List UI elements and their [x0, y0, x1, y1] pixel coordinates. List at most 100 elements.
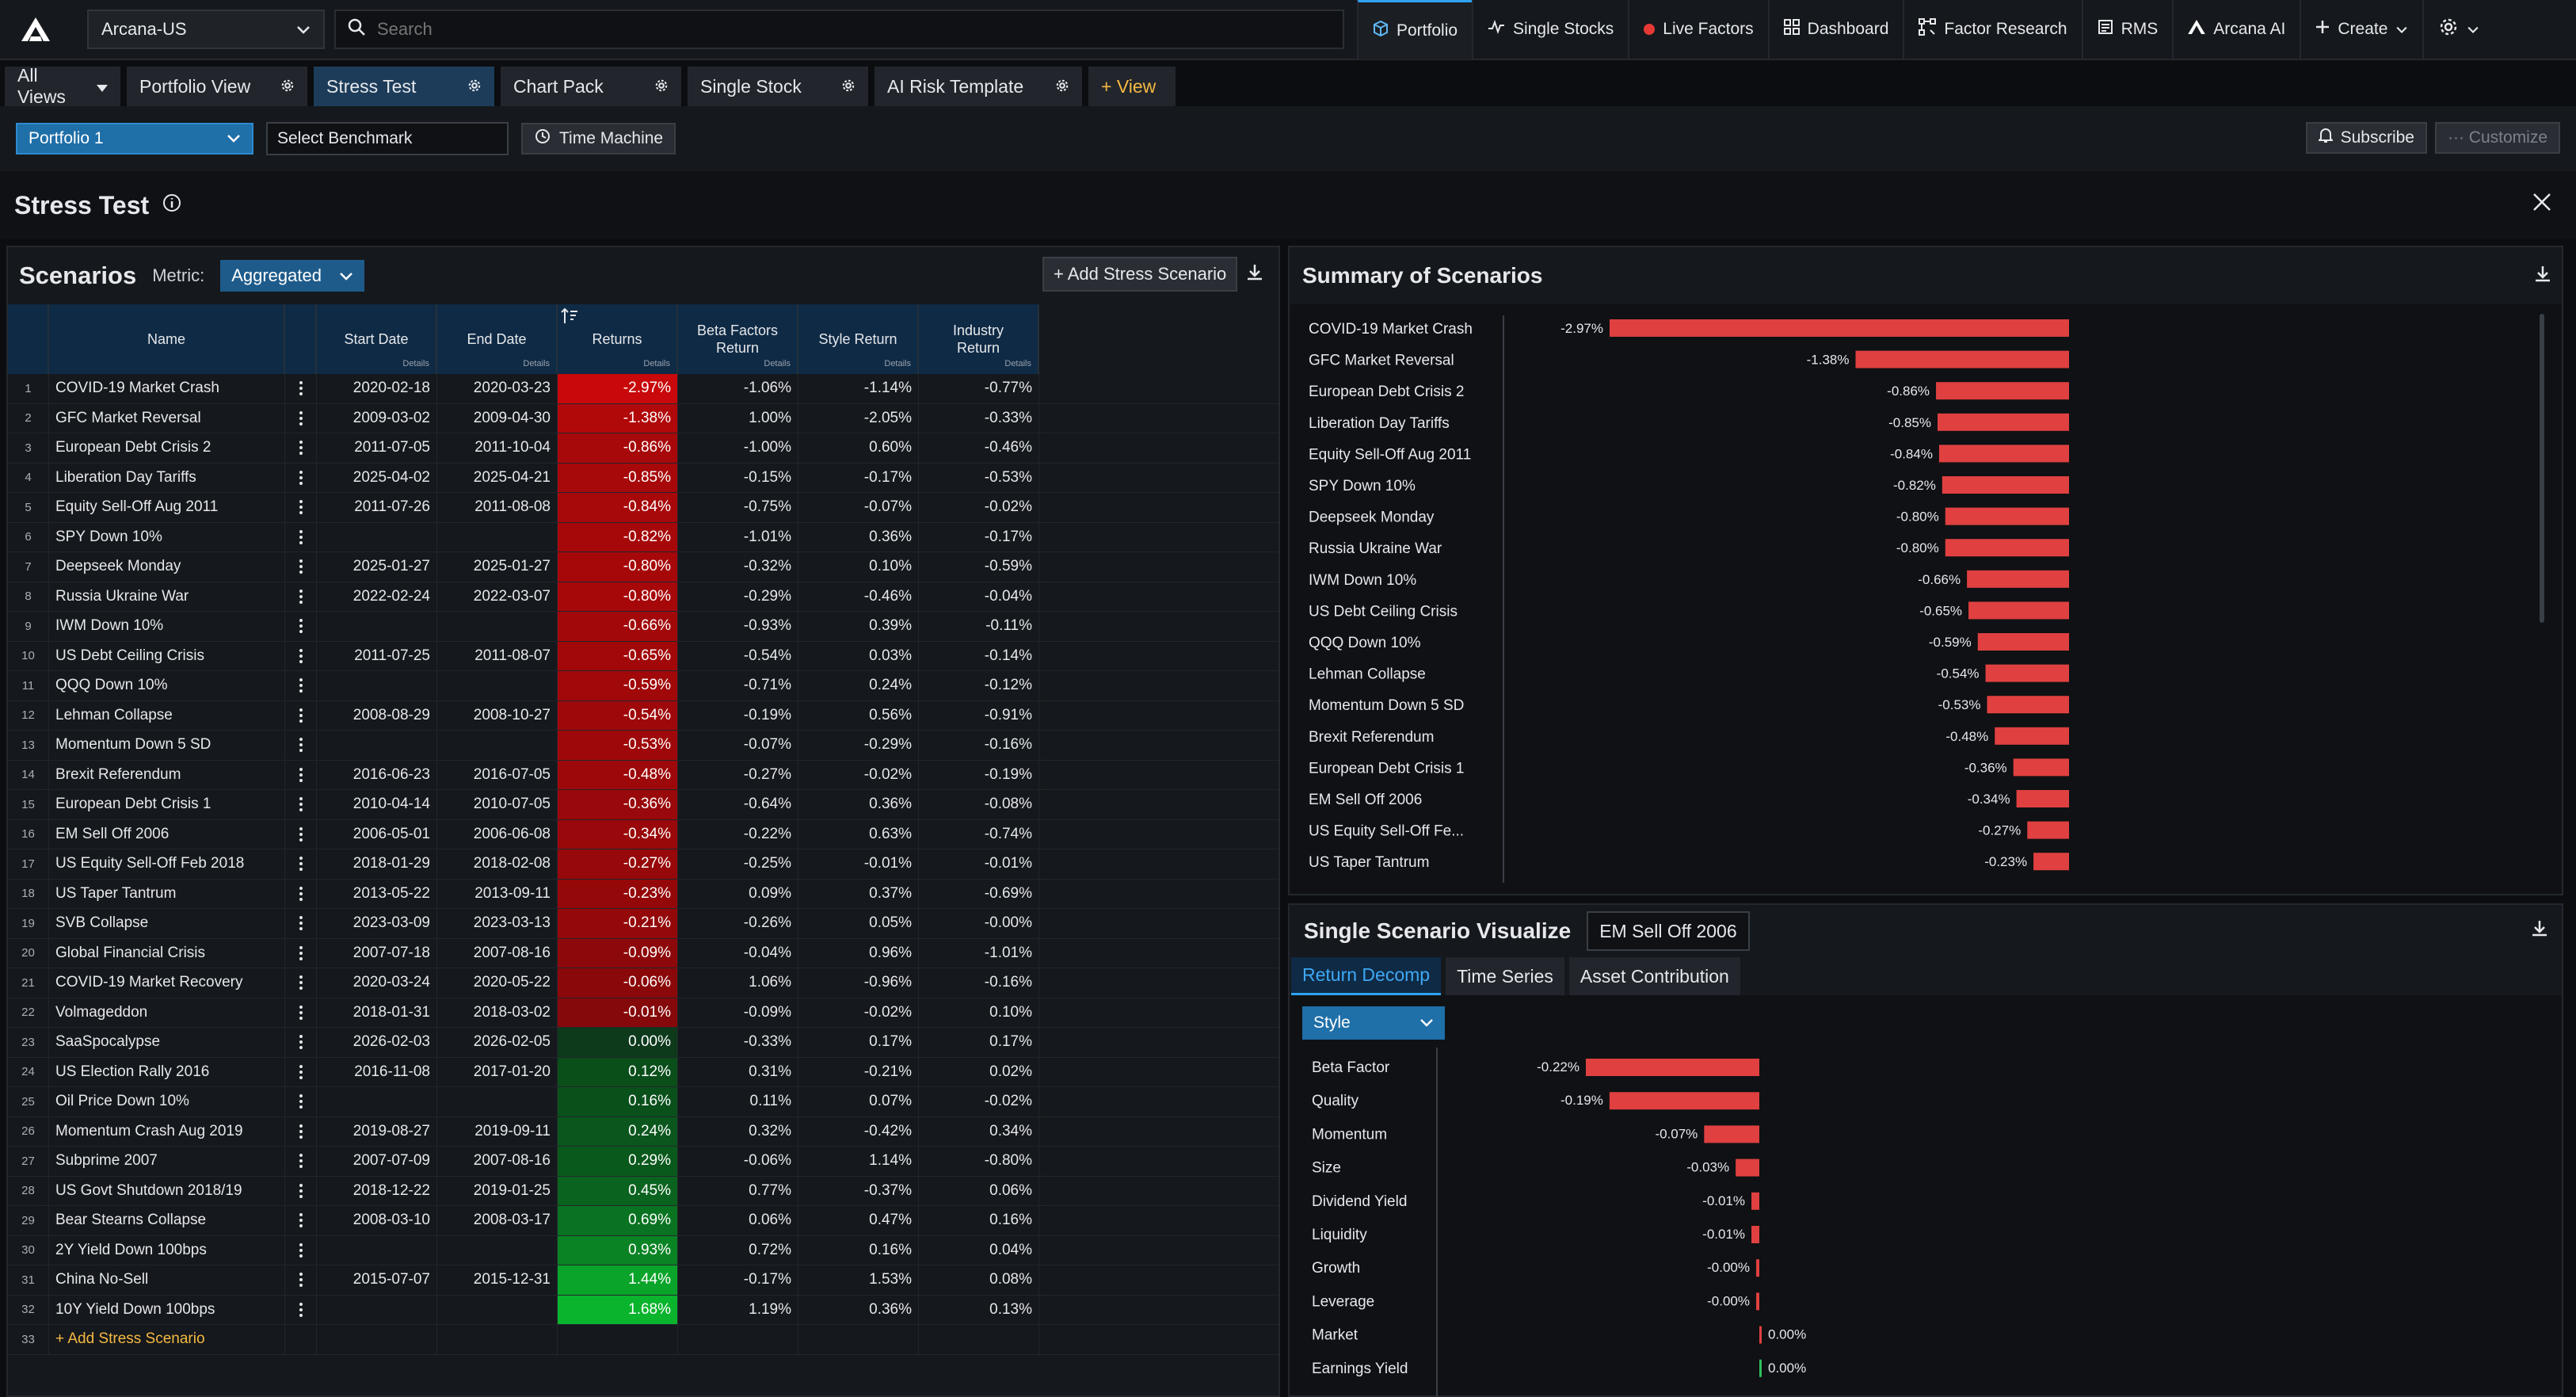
- summary-bar[interactable]: [1936, 382, 2069, 400]
- kebab-menu-icon[interactable]: [285, 1265, 317, 1295]
- kebab-menu-icon[interactable]: [285, 819, 317, 849]
- tab-stress-test[interactable]: Stress Test: [314, 67, 494, 106]
- summary-bar[interactable]: [2013, 758, 2069, 777]
- scenario-name[interactable]: US Govt Shutdown 2018/19: [49, 1176, 285, 1205]
- tab-return-decomp[interactable]: Return Decomp: [1291, 957, 1442, 995]
- nav-rms[interactable]: RMS: [2081, 0, 2173, 59]
- scenario-name[interactable]: US Equity Sell-Off Feb 2018: [49, 849, 285, 879]
- kebab-menu-icon[interactable]: [285, 493, 317, 522]
- nav-live-factors[interactable]: Live Factors: [1628, 0, 1767, 59]
- details-link[interactable]: Details: [884, 359, 911, 368]
- kebab-menu-icon[interactable]: [285, 641, 317, 670]
- kebab-menu-icon[interactable]: [285, 760, 317, 789]
- table-row[interactable]: 3 European Debt Crisis 2 2011-07-05 2011-10…: [8, 433, 1278, 464]
- factor-bar[interactable]: [1756, 1292, 1759, 1311]
- factor-bar[interactable]: [1586, 1059, 1759, 1076]
- header-name[interactable]: Name: [49, 304, 285, 374]
- kebab-menu-icon[interactable]: [285, 909, 317, 938]
- scenario-name[interactable]: US Debt Ceiling Crisis: [49, 641, 285, 670]
- summary-bar[interactable]: [1968, 601, 2069, 620]
- scenario-name[interactable]: SaaSpocalypse: [49, 1028, 285, 1057]
- table-row[interactable]: 28 US Govt Shutdown 2018/19 2018-12-22 2019…: [8, 1176, 1278, 1206]
- add-stress-scenario-button[interactable]: + Add Stress Scenario: [1042, 257, 1238, 292]
- header-style-return[interactable]: Style Return Details: [798, 304, 919, 374]
- add-scenario-row[interactable]: 33 + Add Stress Scenario: [8, 1325, 1278, 1355]
- table-row[interactable]: 15 European Debt Crisis 1 2010-04-14 2010-0…: [8, 790, 1278, 820]
- table-row[interactable]: 22 Volmageddon 2018-01-31 2018-03-02 -0.01% -…: [8, 998, 1278, 1028]
- sort-icon[interactable]: [561, 307, 578, 329]
- scenario-name[interactable]: US Taper Tantrum: [49, 879, 285, 908]
- nav-dashboard[interactable]: Dashboard: [1767, 0, 1903, 59]
- scenario-name[interactable]: Deepseek Monday: [49, 552, 285, 582]
- scenario-name[interactable]: 2Y Yield Down 100bps: [49, 1235, 285, 1265]
- table-row[interactable]: 14 Brexit Referendum 2016-06-23 2016-07-05-…: [8, 760, 1278, 790]
- tab-chart-pack[interactable]: Chart Pack: [501, 67, 681, 106]
- summary-bar[interactable]: [1945, 539, 2069, 557]
- table-row[interactable]: 4 Liberation Day Tariffs 2025-04-02 2025-04…: [8, 463, 1278, 493]
- table-row[interactable]: 10 US Debt Ceiling Crisis 2011-07-25 2011-0…: [8, 641, 1278, 671]
- tab-single-stock[interactable]: Single Stock: [688, 67, 868, 106]
- table-row[interactable]: 2 GFC Market Reversal 2009-03-02 2009-04-30…: [8, 403, 1278, 433]
- kebab-menu-icon[interactable]: [285, 849, 317, 879]
- factor-bar[interactable]: [1704, 1125, 1759, 1143]
- factor-group-select[interactable]: Style: [1302, 1006, 1445, 1040]
- kebab-menu-icon[interactable]: [285, 1206, 317, 1235]
- summary-bar[interactable]: [1995, 727, 2069, 745]
- table-row[interactable]: 27 Subprime 2007 2007-07-09 2007-08-16 0.29%…: [8, 1147, 1278, 1177]
- scenario-name[interactable]: Bear Stearns Collapse: [49, 1206, 285, 1235]
- scenario-name[interactable]: China No-Sell: [49, 1265, 285, 1295]
- search-input[interactable]: [377, 19, 1248, 40]
- time-machine-button[interactable]: Time Machine: [521, 123, 676, 155]
- kebab-menu-icon[interactable]: [285, 582, 317, 611]
- kebab-menu-icon[interactable]: [285, 1295, 317, 1324]
- scenario-name[interactable]: Momentum Crash Aug 2019: [49, 1116, 285, 1146]
- nav-factor-research[interactable]: Factor Research: [1903, 0, 2081, 59]
- gear-icon[interactable]: [1055, 76, 1069, 97]
- gear-icon[interactable]: [467, 76, 482, 97]
- factor-bar[interactable]: [1756, 1259, 1759, 1277]
- kebab-menu-icon[interactable]: [285, 522, 317, 552]
- scenario-name[interactable]: QQQ Down 10%: [49, 671, 285, 700]
- scenario-name[interactable]: Liberation Day Tariffs: [49, 463, 285, 492]
- header-end-date[interactable]: End Date Details: [437, 304, 558, 374]
- table-row[interactable]: 6 SPY Down 10% -0.82% -1.01% 0.36% -0.17%: [8, 522, 1278, 552]
- scenario-name[interactable]: US Election Rally 2016: [49, 1057, 285, 1086]
- scenario-name[interactable]: GFC Market Reversal: [49, 403, 285, 433]
- kebab-menu-icon[interactable]: [285, 731, 317, 760]
- scenario-name[interactable]: 10Y Yield Down 100bps: [49, 1295, 285, 1324]
- portfolio-select[interactable]: Portfolio 1: [16, 123, 253, 155]
- kebab-menu-icon[interactable]: [285, 552, 317, 582]
- download-icon[interactable]: [2530, 919, 2549, 943]
- scenario-name[interactable]: COVID-19 Market Recovery: [49, 968, 285, 998]
- details-link[interactable]: Details: [643, 359, 670, 368]
- scenario-name[interactable]: Brexit Referendum: [49, 760, 285, 789]
- summary-bar[interactable]: [1942, 476, 2069, 494]
- summary-bar[interactable]: [1945, 507, 2069, 525]
- details-link[interactable]: Details: [402, 359, 429, 368]
- table-row[interactable]: 24 US Election Rally 2016 2016-11-08 2017-0…: [8, 1057, 1278, 1087]
- summary-bar[interactable]: [1987, 696, 2069, 714]
- table-row[interactable]: 11 QQQ Down 10% -0.59% -0.71% 0.24% -0.12%: [8, 671, 1278, 701]
- scenario-name[interactable]: Oil Price Down 10%: [49, 1087, 285, 1116]
- benchmark-select[interactable]: Select Benchmark: [266, 122, 509, 155]
- kebab-menu-icon[interactable]: [285, 374, 317, 403]
- scenario-name[interactable]: Subprime 2007: [49, 1147, 285, 1176]
- nav-arcana-ai[interactable]: Arcana AI: [2172, 0, 2300, 59]
- kebab-menu-icon[interactable]: [285, 1235, 317, 1265]
- summary-bar[interactable]: [1967, 570, 2069, 588]
- table-row[interactable]: 30 2Y Yield Down 100bps 0.93% 0.72% 0.16% 0.0…: [8, 1235, 1278, 1265]
- kebab-menu-icon[interactable]: [285, 463, 317, 492]
- details-link[interactable]: Details: [764, 359, 791, 368]
- details-link[interactable]: Details: [523, 359, 550, 368]
- kebab-menu-icon[interactable]: [285, 671, 317, 700]
- account-select[interactable]: Arcana-US: [87, 10, 325, 49]
- details-link[interactable]: Details: [1004, 359, 1031, 368]
- close-icon[interactable]: [2532, 192, 2552, 217]
- kebab-menu-icon[interactable]: [285, 1147, 317, 1176]
- kebab-menu-icon[interactable]: [285, 790, 317, 819]
- tab-portfolio-view[interactable]: Portfolio View: [127, 67, 307, 106]
- scenario-name[interactable]: Equity Sell-Off Aug 2011: [49, 493, 285, 522]
- nav-create[interactable]: Create: [2300, 0, 2422, 59]
- factor-bar[interactable]: [1609, 1092, 1759, 1110]
- kebab-menu-icon[interactable]: [285, 1116, 317, 1146]
